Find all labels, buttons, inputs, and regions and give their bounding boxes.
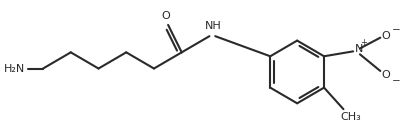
Text: H₂N: H₂N — [4, 64, 26, 74]
Text: CH₃: CH₃ — [340, 112, 361, 122]
Text: +: + — [359, 38, 366, 47]
Text: O: O — [381, 70, 389, 80]
Text: −: − — [391, 76, 399, 86]
Text: O: O — [161, 11, 170, 21]
Text: O: O — [381, 31, 389, 41]
Text: N: N — [354, 44, 363, 54]
Text: NH: NH — [204, 21, 221, 31]
Text: −: − — [391, 25, 399, 35]
